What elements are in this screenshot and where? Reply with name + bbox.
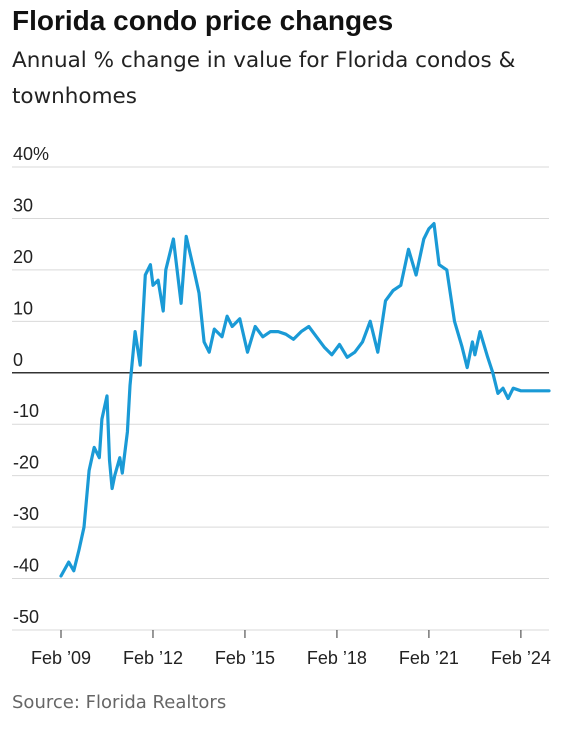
y-tick-label: -50 — [13, 607, 39, 627]
y-axis-labels: 40% 30 20 10 0 -10 -20 -30 -40 -50 — [13, 144, 49, 627]
x-tick-label: Feb ’15 — [215, 648, 275, 668]
x-tick-label: Feb ’12 — [123, 648, 183, 668]
y-tick-label: 0 — [13, 350, 23, 370]
chart-title: Florida condo price changes — [12, 5, 394, 36]
x-tick-label: Feb ’09 — [31, 648, 91, 668]
series-layer — [59, 221, 551, 578]
x-axis-labels: Feb ’09 Feb ’12 Feb ’15 Feb ’18 Feb ’21 Feb ’… — [31, 630, 551, 668]
y-tick-label: 10 — [13, 298, 33, 318]
line-chart: 40% 30 20 10 0 -10 -20 -30 -40 -50 Feb ’09 Feb ’12… — [12, 144, 551, 668]
x-tick-label: Feb ’21 — [399, 648, 459, 668]
chart-subtitle: Annual % change in value for Florida con… — [12, 48, 516, 109]
x-tick-label: Feb ’24 — [491, 648, 551, 668]
y-tick-label: -30 — [13, 504, 39, 524]
y-tick-label: 40% — [13, 144, 49, 164]
y-tick-label: 20 — [13, 247, 33, 267]
grid-layer — [12, 166, 549, 631]
y-tick-label: -40 — [13, 556, 39, 576]
y-tick-label: -10 — [13, 401, 39, 421]
y-tick-label: 30 — [13, 195, 33, 215]
x-tick-label: Feb ’18 — [307, 648, 367, 668]
source-note: Source: Florida Realtors — [12, 692, 227, 713]
series-line — [59, 221, 551, 578]
y-tick-label: -20 — [13, 453, 39, 473]
